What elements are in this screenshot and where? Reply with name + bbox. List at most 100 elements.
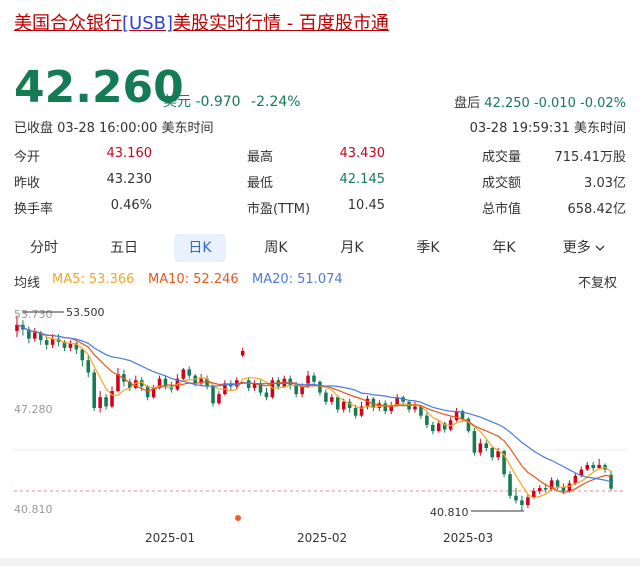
stat-label: 最低	[247, 176, 274, 191]
after-hours-percent: -0.02%	[580, 96, 626, 111]
candle-body	[312, 375, 316, 382]
price-change-value: -0.970	[195, 94, 241, 110]
candle-body	[318, 381, 322, 393]
title-prefix: 美国合众银行	[14, 13, 122, 34]
stats-row: 今开 43.160 最高 43.430 成交量 715.41万股	[14, 146, 626, 172]
candle-body	[145, 386, 150, 398]
ma10-value: MA10: 52.246	[148, 272, 239, 287]
candle-body	[134, 380, 138, 388]
candle-body	[537, 488, 542, 492]
candle-body	[347, 401, 352, 408]
candle-body	[294, 384, 298, 395]
candle-body	[383, 403, 388, 412]
min-price-label: 40.810	[430, 506, 469, 519]
ma5-line	[16, 324, 612, 499]
after-hours-quote: 盘后 42.250 -0.010 -0.02%	[454, 92, 626, 111]
tab-quarterly-k[interactable]: 季K	[416, 240, 440, 256]
ma-label: 均线	[14, 276, 41, 291]
candle-body	[264, 392, 269, 398]
candle-body	[591, 464, 595, 469]
candlestick-chart[interactable]: 53.730 47.280 40.810 53.500 40.810 2025-…	[0, 300, 640, 555]
candle-body	[359, 406, 364, 416]
max-price-label: 53.500	[66, 306, 105, 319]
candle-body	[419, 406, 423, 416]
stat-label: 成交量	[482, 150, 522, 165]
price-unit: 美元	[163, 94, 191, 110]
candle-body	[413, 406, 417, 410]
candle-body	[38, 332, 43, 341]
candle-body	[448, 420, 453, 430]
stat-label: 总市值	[482, 202, 522, 217]
candle-body	[579, 469, 584, 476]
candle-body	[532, 491, 536, 498]
event-marker[interactable]	[235, 515, 241, 521]
candle-body	[240, 350, 245, 356]
x-tick-label: 2025-03	[443, 531, 493, 545]
stat-value: 43.160	[106, 146, 153, 161]
candle-body	[258, 383, 263, 393]
adjust-toggle[interactable]: 不复权	[578, 276, 618, 291]
stat-label: 换手率	[14, 202, 54, 217]
candle-body	[217, 394, 221, 404]
candle-body	[252, 383, 257, 388]
candle-body	[490, 448, 494, 458]
candle-body	[573, 475, 578, 484]
page-title-link[interactable]: 美国合众银行[USB]美股实时行情 - 百度股市通	[14, 9, 389, 35]
tab-more[interactable]: 更多	[554, 234, 614, 262]
stat-value: 3.03亿	[584, 176, 626, 191]
candle-body	[609, 474, 613, 489]
candle-body	[561, 486, 566, 492]
candle-body	[478, 443, 483, 453]
current-price: 42.260	[14, 62, 184, 113]
price-change: 美元 -0.970 -2.24%	[163, 91, 301, 111]
candle-body	[110, 391, 114, 407]
tab-yearly-k[interactable]: 年K	[492, 240, 516, 256]
stats-row: 换手率 0.46% 市盈(TTM) 10.45 总市值 658.42亿	[14, 198, 626, 224]
candle-body	[205, 378, 209, 387]
candle-body	[187, 369, 192, 376]
candle-body	[555, 480, 560, 487]
candle-body	[104, 397, 108, 407]
candle-body	[365, 398, 370, 407]
tab-weekly-k[interactable]: 周K	[264, 240, 288, 256]
candle-body	[508, 474, 512, 496]
candle-body	[335, 397, 340, 410]
candle-body	[199, 378, 203, 384]
candle-body	[128, 381, 132, 388]
candle-body	[502, 451, 506, 475]
stats-grid: 今开 43.160 最高 43.430 成交量 715.41万股 昨收 43.2…	[14, 146, 626, 224]
candle-body	[377, 403, 382, 408]
candle-body	[74, 343, 79, 350]
stat-value: 43.230	[106, 172, 153, 187]
candle-body	[585, 464, 590, 470]
candle-body	[44, 340, 49, 345]
stat-label: 今开	[14, 150, 41, 165]
ma5-value: MA5: 53.366	[52, 272, 135, 287]
candle-body	[425, 415, 429, 425]
candle-body	[151, 387, 156, 398]
candle-body	[460, 411, 465, 419]
candle-body	[306, 375, 310, 387]
stat-value: 658.42亿	[567, 202, 627, 217]
candle-body	[353, 407, 358, 416]
candle-body	[431, 424, 435, 432]
title-ticker: [USB]	[122, 13, 173, 34]
candle-body	[211, 386, 215, 404]
stat-value: 0.46%	[110, 198, 152, 213]
candle-body	[442, 423, 447, 430]
tab-monthly-k[interactable]: 月K	[340, 240, 364, 256]
candle-body	[62, 341, 67, 348]
tab-five-day[interactable]: 五日	[110, 240, 138, 256]
price-change-percent: -2.24%	[251, 94, 301, 110]
candle-body	[454, 411, 459, 421]
stat-label: 成交额	[482, 176, 522, 191]
candle-body	[116, 374, 120, 392]
candle-body	[567, 483, 572, 492]
candle-body	[50, 338, 55, 345]
tab-more-label: 更多	[562, 240, 591, 256]
tab-daily-k[interactable]: 日K	[174, 234, 226, 262]
candle-body	[597, 464, 601, 469]
tab-intraday[interactable]: 分时	[30, 240, 58, 256]
candle-body	[520, 500, 524, 505]
candle-body	[157, 378, 162, 388]
